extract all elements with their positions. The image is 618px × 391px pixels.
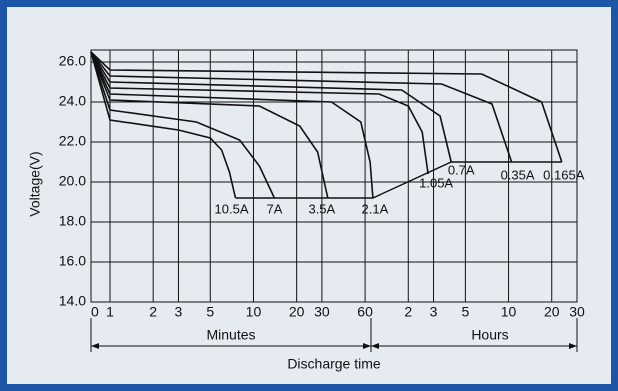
x-tick-label: 30: [314, 304, 330, 320]
x-tick-label: 60: [357, 304, 373, 320]
y-axis-label: Voltage(V): [27, 151, 43, 216]
y-tick-label: 20.0: [59, 173, 86, 189]
series-line: [90, 51, 276, 199]
y-tick-label: 14.0: [59, 293, 86, 309]
x-tick-label: 20: [289, 304, 305, 320]
series-label: 3.5A: [308, 201, 335, 216]
series-line: [90, 51, 513, 163]
series-line: [90, 51, 429, 175]
x-brackets: [90, 318, 578, 352]
x-tick-label: 2: [149, 304, 157, 320]
x-group-label: Minutes: [206, 327, 255, 343]
x-tick-label: 0: [91, 304, 99, 320]
y-tick-label: 24.0: [59, 93, 86, 109]
x-tick-label: 20: [544, 304, 560, 320]
series-label: 1.05A: [419, 175, 453, 190]
x-axis-label: Discharge time: [287, 356, 381, 372]
x-tick-label: 10: [246, 304, 262, 320]
x-tick-label: 5: [206, 304, 214, 320]
x-tick-label: 1: [106, 304, 114, 320]
x-tick-label: 3: [430, 304, 438, 320]
x-tick-label: 10: [501, 304, 517, 320]
y-tick-label: 16.0: [59, 253, 86, 269]
series-line: [90, 51, 237, 199]
series-label: 0.7A: [448, 162, 475, 177]
series-label: 7A: [266, 201, 282, 216]
series-label: 10.5A: [215, 201, 249, 216]
series-line: [90, 51, 329, 199]
series-label: 0.165A: [543, 167, 585, 182]
x-tick-label: 5: [461, 304, 469, 320]
x-tick-label: 30: [569, 304, 585, 320]
series-line: [90, 51, 374, 199]
x-group-label: Hours: [471, 327, 508, 343]
series-line: [90, 51, 452, 163]
x-tick-label: 3: [175, 304, 183, 320]
y-tick-label: 26.0: [59, 53, 86, 69]
y-tick-label: 22.0: [59, 133, 86, 149]
series-line: [90, 51, 563, 163]
x-tick-label: 2: [404, 304, 412, 320]
y-tick-label: 18.0: [59, 213, 86, 229]
series-label: 2.1A: [362, 201, 389, 216]
cutoff-line: [235, 161, 562, 199]
series-label: 0.35A: [501, 167, 535, 182]
